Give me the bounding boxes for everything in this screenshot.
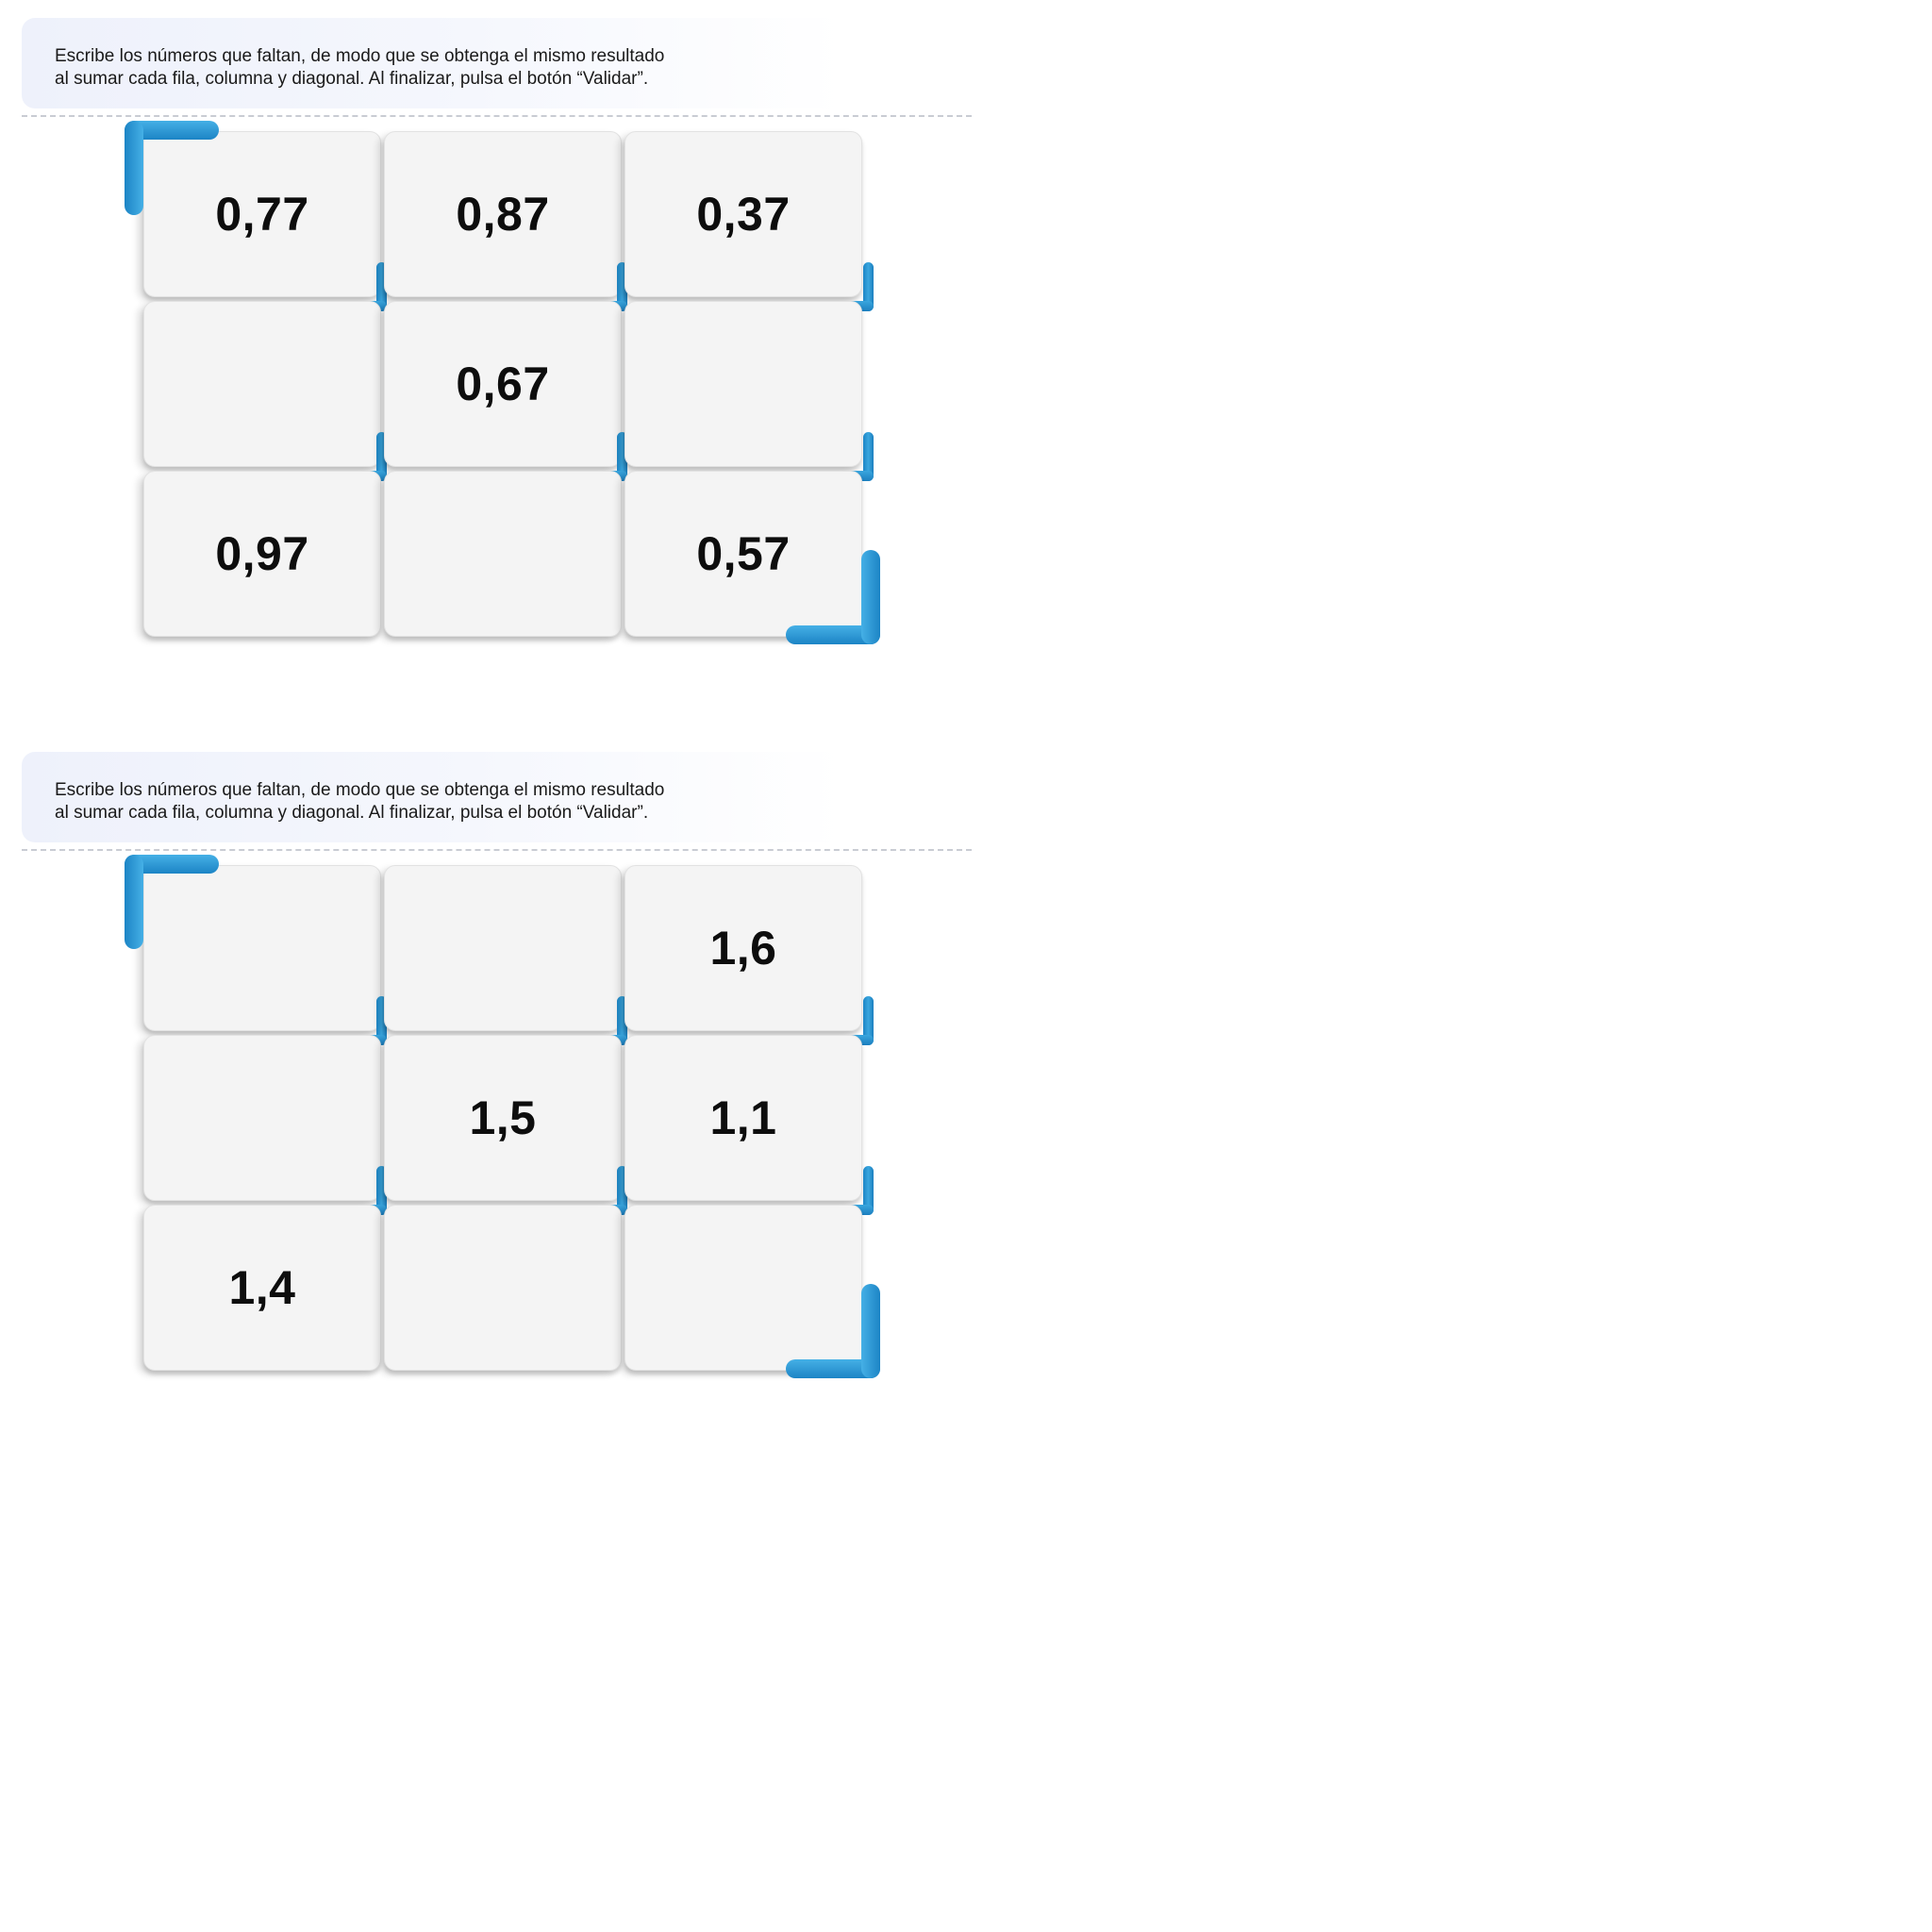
cell-answer-input[interactable] xyxy=(385,472,625,638)
cell-answer-input[interactable] xyxy=(144,866,384,1032)
cell-answer-input[interactable] xyxy=(144,302,384,468)
grid-cell-r3-c2[interactable] xyxy=(384,1205,625,1372)
cell-answer-input[interactable] xyxy=(385,1206,625,1372)
grid-cell-r3-c3[interactable] xyxy=(625,1205,865,1372)
instruction-box: Escribe los números que faltan, de modo … xyxy=(22,752,842,842)
grid-cell-r1-c1: 0,77 xyxy=(143,131,381,297)
grid-cell-r2-c2: 0,67 xyxy=(384,301,622,467)
grid-cell-r3-c1: 0,97 xyxy=(143,471,381,637)
cell-value: 0,97 xyxy=(215,527,309,580)
cell-value: 0,87 xyxy=(456,188,550,241)
grid-cell-r3-c3: 0,57 xyxy=(625,471,862,637)
cell-value: 0,67 xyxy=(456,358,550,410)
instruction-line-2: al sumar cada fila, columna y diagonal. … xyxy=(55,803,649,823)
cell-value: 1,4 xyxy=(228,1261,296,1314)
dashed-separator xyxy=(22,115,972,117)
instruction-text: Escribe los números que faltan, de modo … xyxy=(55,45,809,91)
instruction-box: Escribe los números que faltan, de modo … xyxy=(22,18,842,108)
magic-square-grid: 1,6 1,5 1,1 1,4 xyxy=(0,734,981,1432)
grid-cell-r2-c3: 1,1 xyxy=(625,1035,862,1201)
grid-cell-r3-c1: 1,4 xyxy=(143,1205,381,1371)
grid-cell-r2-c3[interactable] xyxy=(625,301,865,468)
grid-cell-r1-c2: 0,87 xyxy=(384,131,622,297)
cell-answer-input[interactable] xyxy=(144,1036,384,1202)
instruction-line-1: Escribe los números que faltan, de modo … xyxy=(55,46,665,66)
exercise-1: Escribe los números que faltan, de modo … xyxy=(0,0,981,698)
instruction-line-1: Escribe los números que faltan, de modo … xyxy=(55,780,665,800)
cell-value: 0,37 xyxy=(696,188,791,241)
grid-cell-r3-c2[interactable] xyxy=(384,471,625,638)
cell-answer-input[interactable] xyxy=(385,866,625,1032)
instruction-line-2: al sumar cada fila, columna y diagonal. … xyxy=(55,69,649,89)
grid-cell-r1-c3: 1,6 xyxy=(625,865,862,1031)
grid-cell-r1-c1[interactable] xyxy=(143,865,384,1032)
cell-value: 1,6 xyxy=(709,922,777,974)
cell-answer-input[interactable] xyxy=(625,1206,865,1372)
grid-cell-r2-c2: 1,5 xyxy=(384,1035,622,1201)
grid-cell-r2-c1[interactable] xyxy=(143,1035,384,1202)
grid-cell-r1-c2[interactable] xyxy=(384,865,625,1032)
cell-value: 1,5 xyxy=(469,1091,537,1144)
instruction-text: Escribe los números que faltan, de modo … xyxy=(55,779,809,824)
cell-value: 0,77 xyxy=(215,188,309,241)
cell-answer-input[interactable] xyxy=(625,302,865,468)
cell-value: 0,57 xyxy=(696,527,791,580)
exercise-2: Escribe los números que faltan, de modo … xyxy=(0,734,981,1432)
magic-square-grid: 0,77 0,87 0,37 0,67 0,97 0,57 xyxy=(0,0,981,698)
cell-value: 1,1 xyxy=(709,1091,777,1144)
dashed-separator xyxy=(22,849,972,851)
grid-cell-r2-c1[interactable] xyxy=(143,301,384,468)
grid-cell-r1-c3: 0,37 xyxy=(625,131,862,297)
